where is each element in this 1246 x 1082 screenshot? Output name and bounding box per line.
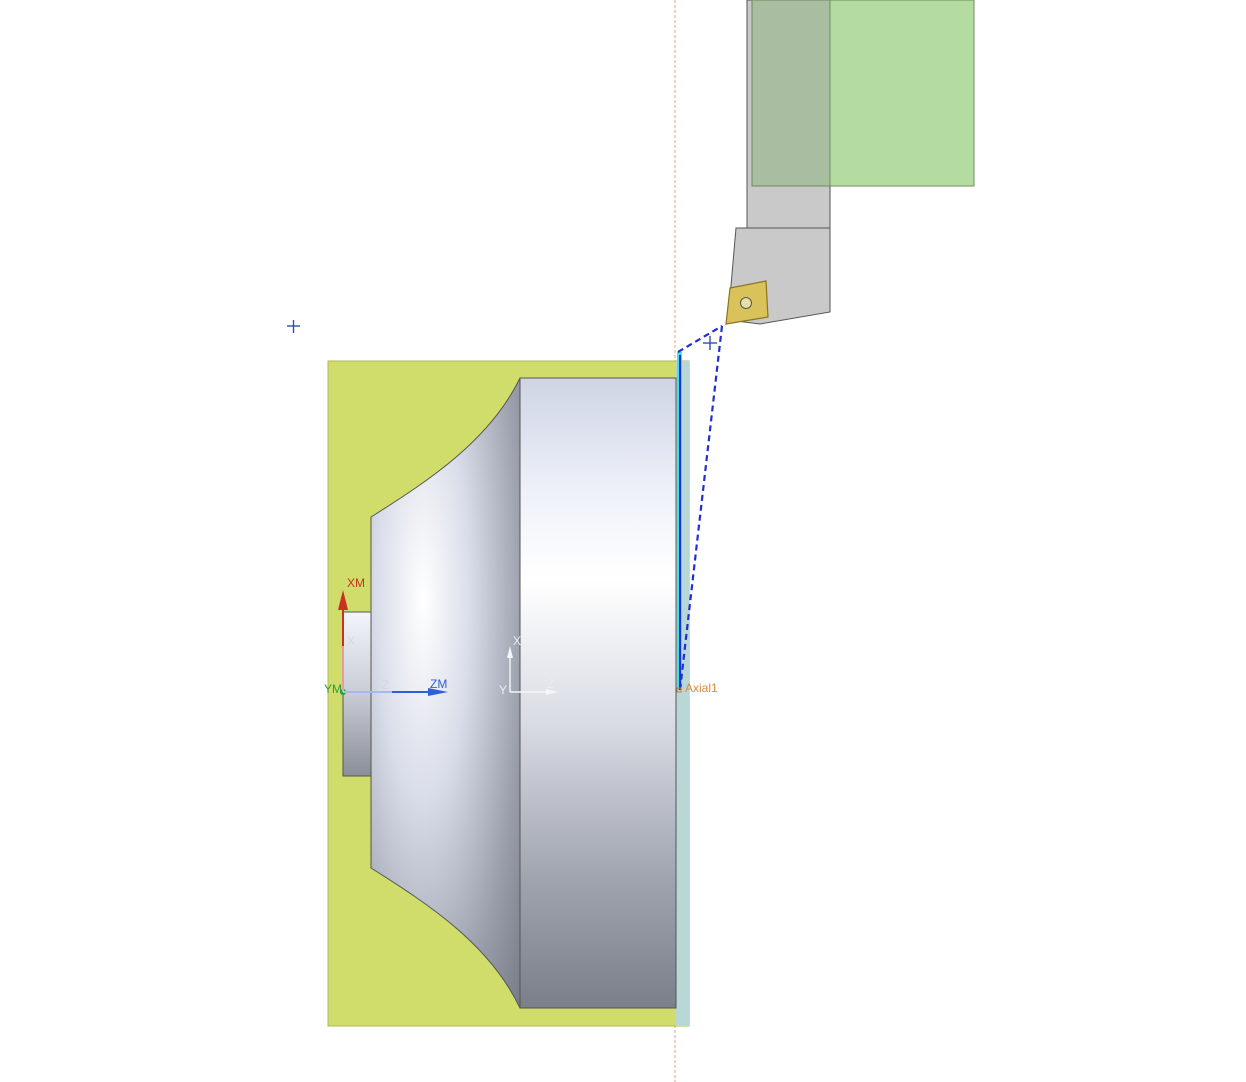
crosshair-marker-left	[287, 320, 300, 333]
toolpath-start-marker[interactable]	[676, 687, 682, 693]
toolpath-approach[interactable]	[677, 325, 723, 353]
work2-z-arrow-icon	[546, 689, 558, 695]
part-hub[interactable]	[342, 611, 374, 777]
work2-y-label: Y	[499, 683, 507, 697]
toolpath-return[interactable]	[678, 325, 724, 691]
machine-z-label: ZM	[430, 677, 447, 691]
machine-x-label: XM	[347, 576, 365, 590]
toolpath[interactable]	[677, 325, 724, 691]
cutting-insert[interactable]	[725, 280, 769, 325]
machine-csys[interactable]: XM YM ZM	[324, 576, 448, 696]
work2-z-label: Z	[547, 677, 554, 691]
work2-x-label: X	[513, 634, 521, 648]
work1-x-label: X	[347, 634, 355, 648]
work-csys-1[interactable]: X Z	[342, 634, 392, 693]
crosshair-marker-tool	[703, 336, 717, 350]
work2-x-arrow-icon	[507, 646, 513, 658]
machine-y-label: YM	[324, 682, 342, 696]
tool-holder-overlap-green	[751, 0, 831, 187]
machine-x-arrow-icon	[338, 590, 348, 610]
part-disc[interactable]	[519, 377, 677, 1009]
insert-screw-icon	[740, 297, 752, 309]
tool-holder[interactable]	[727, 0, 831, 325]
toolpath-start-label[interactable]: Axial1	[685, 681, 718, 695]
machine-z-arrow-icon	[428, 688, 448, 696]
work1-z-label: Z	[382, 678, 389, 692]
work-csys-2[interactable]: X Y Z	[499, 634, 558, 697]
